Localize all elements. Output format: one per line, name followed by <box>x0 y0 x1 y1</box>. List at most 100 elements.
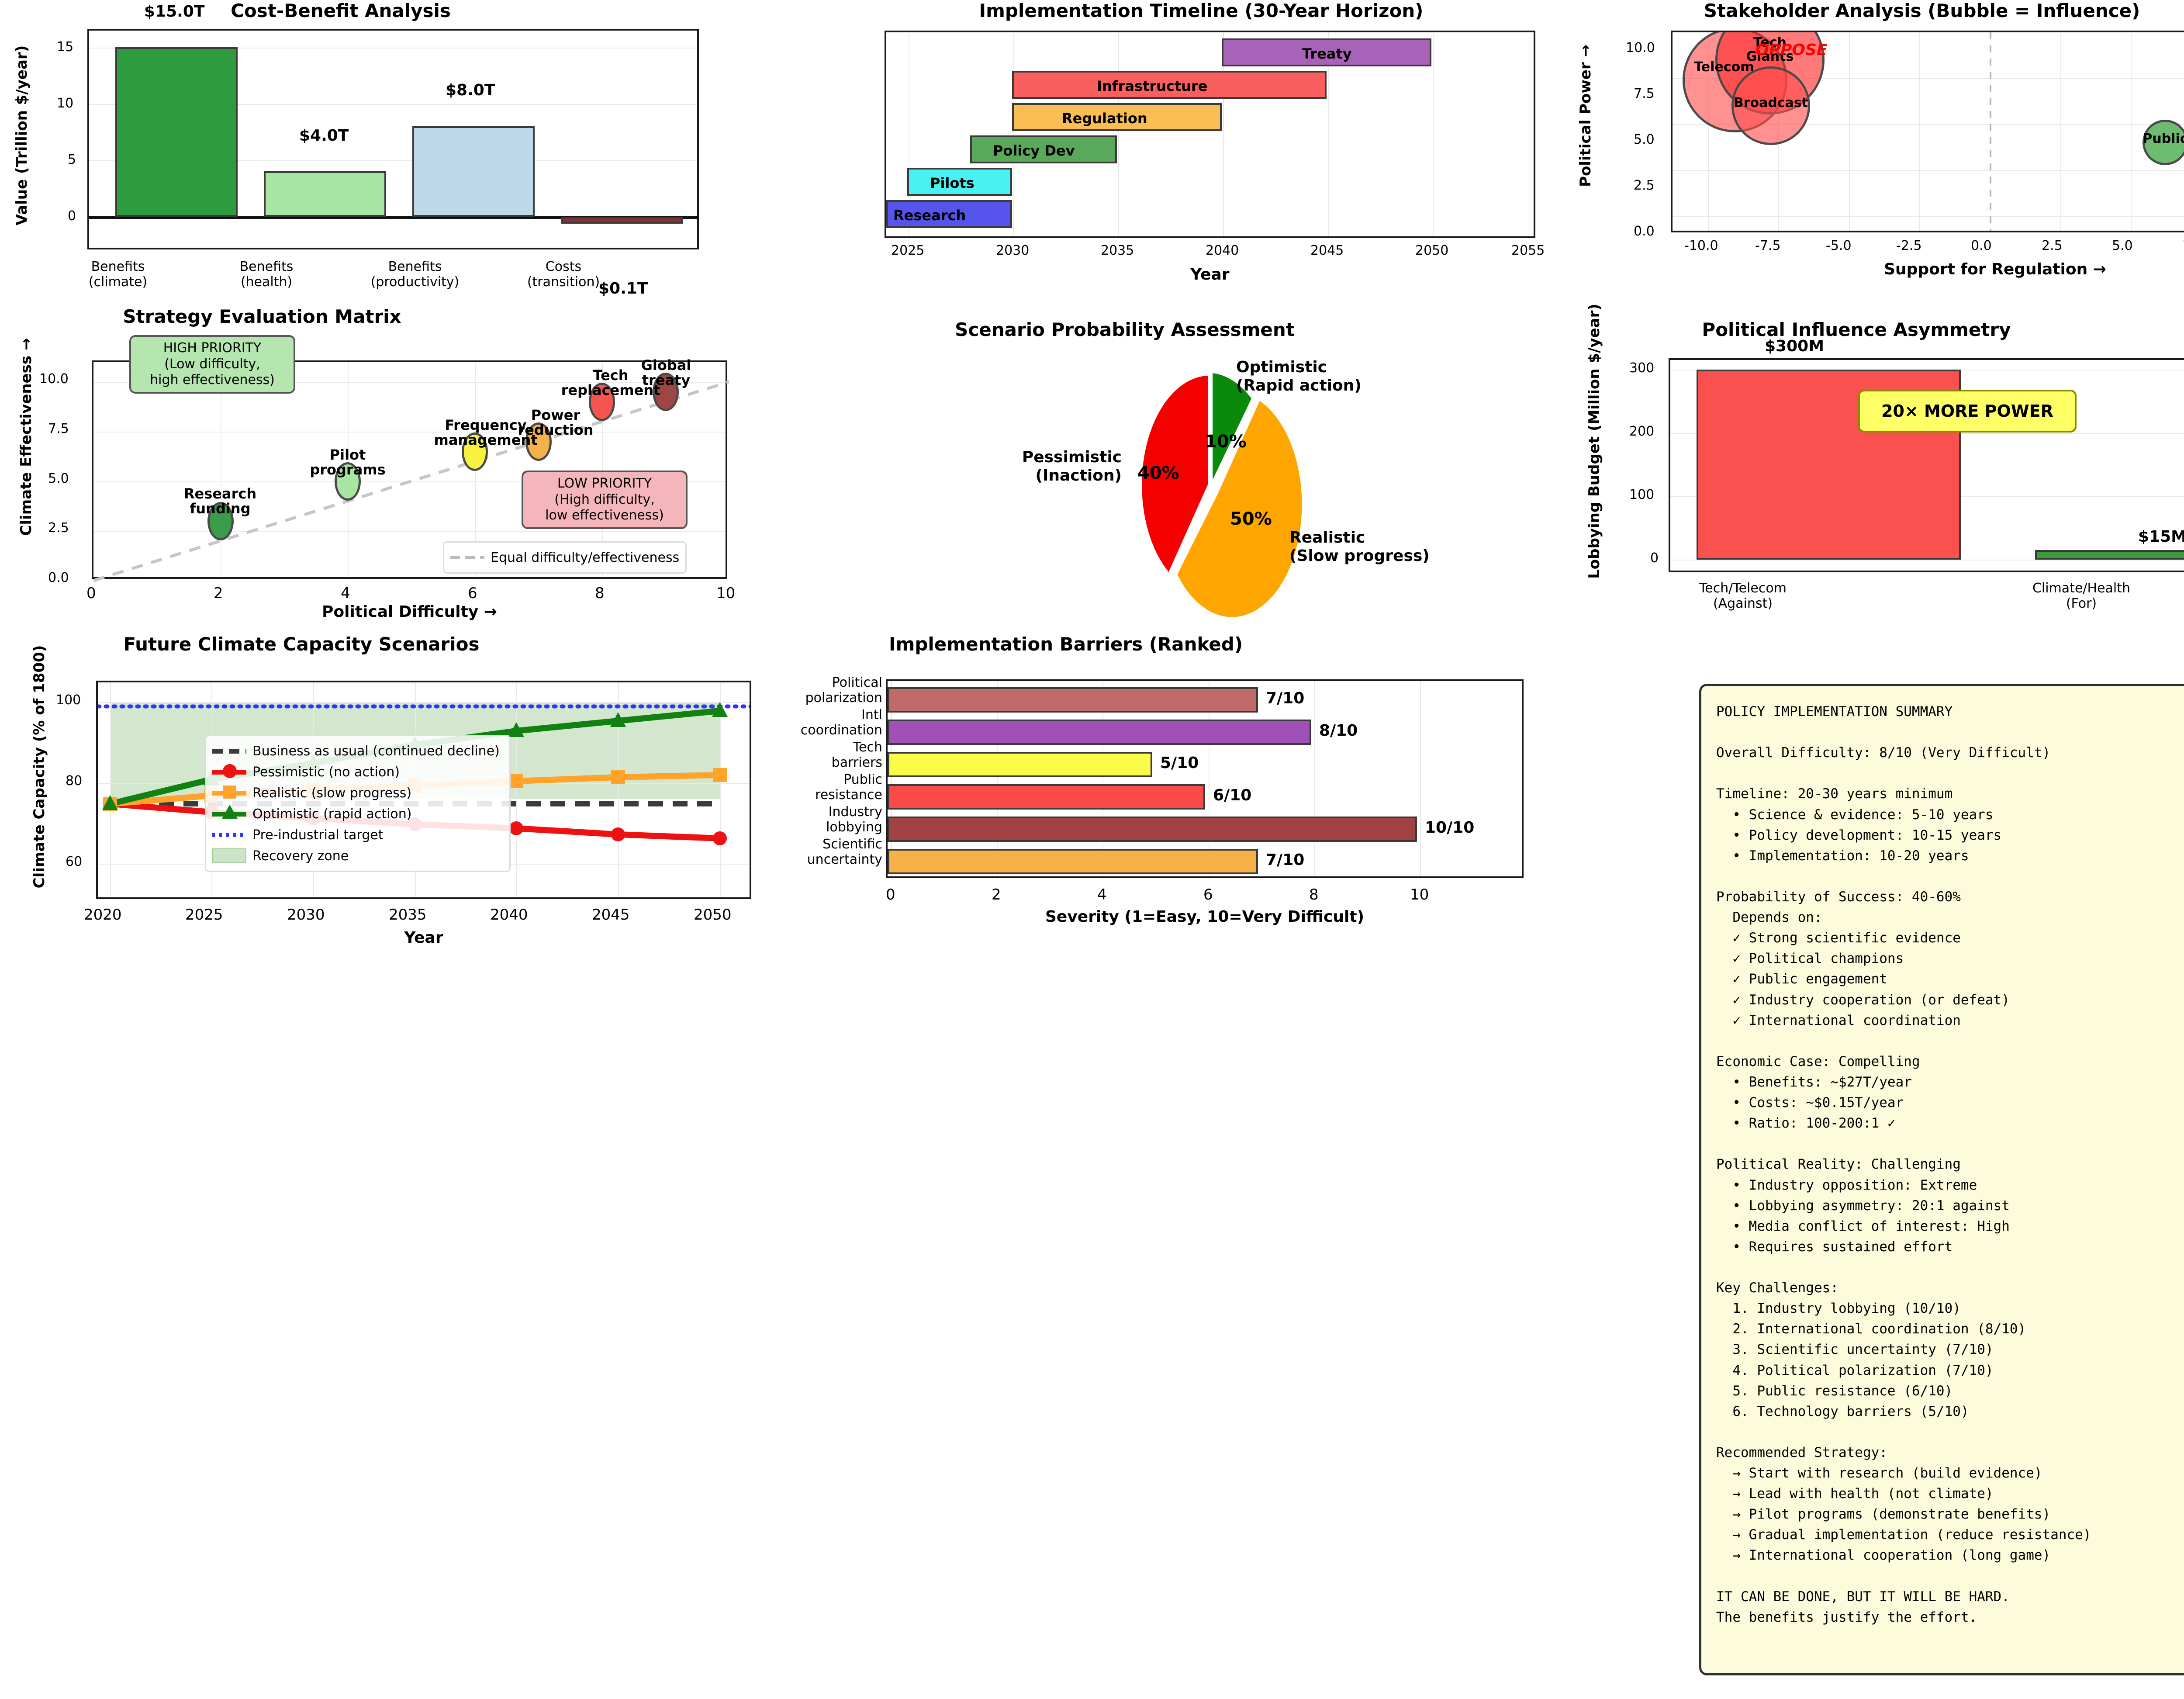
xtick: 0 <box>86 585 96 602</box>
label-line: Pilot <box>329 446 366 463</box>
gantt-label: Pilots <box>930 175 975 191</box>
annotation-high-priority: HIGH PRIORITY (Low difficulty, high effe… <box>129 335 295 394</box>
gridline <box>602 362 603 577</box>
barrier-bar-intl-coordination <box>888 720 1311 745</box>
xtick: 4 <box>341 585 350 602</box>
barrier-bar-industry-lobbying <box>888 817 1417 842</box>
bubble-label-telecom: Telecom <box>1694 59 1754 75</box>
label-line: (Slow progress) <box>1289 547 1430 565</box>
legend-row-recovery-zone: Recovery zone <box>212 845 503 866</box>
gridline <box>1673 170 2184 171</box>
xtick: 2045 <box>592 906 630 924</box>
cat-line: (productivity) <box>370 274 460 290</box>
barrier-bar-public-resistance <box>888 784 1205 810</box>
gridline <box>2131 32 2132 231</box>
cat-line: (For) <box>2066 595 2097 611</box>
strategy-ylabel: Climate Effectiveness → <box>17 338 35 536</box>
legend-row-realistic: Realistic (slow progress) <box>212 782 503 803</box>
xtick: 2030 <box>287 906 325 924</box>
barrier-bar-tech-barriers <box>888 752 1152 777</box>
pie-pct-optimistic: 10% <box>1205 432 1247 452</box>
ytick: 2.5 <box>48 520 69 536</box>
gridline <box>1118 32 1119 236</box>
pie-slice-realistic <box>1176 398 1303 619</box>
gridline <box>997 681 998 876</box>
xtick: 10 <box>1410 886 1429 903</box>
barrier-value-4: 10/10 <box>1425 819 1475 837</box>
point-tech-replacement <box>589 383 615 421</box>
stakeholder-ylabel: Political Power → <box>1577 45 1594 187</box>
anno-line: LOW PRIORITY <box>557 476 652 491</box>
cat-line: (Against) <box>1713 595 1773 611</box>
strategy-plot: Research funding Pilot programs Frequenc… <box>92 335 730 582</box>
anno-line: HIGH PRIORITY <box>163 340 262 356</box>
point-label-global-treaty: Global treaty <box>612 358 721 388</box>
legend-label: Recovery zone <box>252 848 349 864</box>
ytick: 0.0 <box>1634 224 1655 239</box>
bar-benefits-health <box>264 171 386 217</box>
xtick: -7.5 <box>1755 238 1781 253</box>
label-line: Power <box>531 407 581 423</box>
gridline <box>93 382 726 383</box>
gantt-label: Infrastructure <box>1097 78 1208 94</box>
xtick-label: Tech/Telecom (Against) <box>1642 581 1843 611</box>
xtick: 10 <box>716 585 736 602</box>
point-label-power-reduction: Power reduction <box>490 408 621 437</box>
lobbying-value-1: $15M <box>2138 528 2184 546</box>
xtick: 0 <box>886 886 895 903</box>
anno-line: (Low difficulty, <box>164 356 260 372</box>
xtick: 2020 <box>84 906 122 924</box>
label-line: programs <box>310 461 386 478</box>
lobbying-value-0: $300M <box>1765 337 1825 355</box>
legend-row-pre-industrial-target: Pre-industrial target <box>212 824 503 845</box>
cat-line: Tech <box>853 740 882 755</box>
label-line: (Rapid action) <box>1236 377 1362 395</box>
ytick: 10.0 <box>39 371 69 387</box>
zero-divider-line <box>1990 32 1991 231</box>
label-line: reduction <box>518 421 594 438</box>
panel-stakeholder-analysis: Stakeholder Analysis (Bubble = Influence… <box>1551 0 2184 306</box>
capacity-title: Future Climate Capacity Scenarios <box>123 633 480 655</box>
capacity-plot: Business as usual (continued decline) Pe… <box>96 681 751 899</box>
policy-implementation-summary-panel: POLICY IMPLEMENTATION SUMMARY Overall Di… <box>1699 684 2184 1675</box>
ytick-label-tech-barriers: Tech barriers <box>782 740 882 770</box>
pie-pct-pessimistic: 40% <box>1137 463 1179 483</box>
barriers-plot <box>886 679 1524 878</box>
gridline <box>1673 124 2184 125</box>
ytick: 7.5 <box>48 421 69 436</box>
gridline <box>89 104 697 105</box>
bar-benefits-climate <box>115 47 238 217</box>
cat-line: Benefits <box>239 259 294 274</box>
ytick: 5.0 <box>1634 132 1655 147</box>
gridline <box>618 682 619 897</box>
gridline <box>516 682 517 897</box>
strategy-title: Strategy Evaluation Matrix <box>123 306 401 327</box>
cat-line: barriers <box>831 754 882 770</box>
equal-difficulty-line <box>93 380 730 582</box>
gantt-label: Regulation <box>1062 110 1147 127</box>
cat-line: (transition) <box>527 274 600 290</box>
label-line: Research <box>183 485 257 502</box>
barrier-value-0: 7/10 <box>1266 689 1305 707</box>
ytick: 80 <box>66 773 83 789</box>
annotation-20x-more-power: 20× MORE POWER <box>1858 390 2077 433</box>
point-label-tech-replacement: Tech replacement <box>545 368 676 398</box>
gridline <box>1433 32 1434 236</box>
legend-label: Equal difficulty/effectiveness <box>491 550 680 565</box>
point-research-funding <box>207 502 234 540</box>
barrier-bar-political-polarization <box>888 687 1258 713</box>
anno-line: low effectiveness) <box>545 508 664 523</box>
gridline <box>89 160 697 161</box>
xtick: 2045 <box>1310 243 1344 258</box>
label-line: treaty <box>642 371 691 388</box>
cost-benefit-value-2: $8.0T <box>446 81 495 99</box>
capacity-legend: Business as usual (continued decline) Pe… <box>205 735 511 872</box>
bar-costs-transition <box>561 217 683 224</box>
bubble-label-tech-giants: Tech Giants <box>1728 36 1811 63</box>
cat-line: uncertainty <box>807 851 882 867</box>
zone-label-oppose: OPPOSE <box>1755 41 1828 59</box>
panel-capacity-scenarios: Future Climate Capacity Scenarios Climat… <box>0 633 786 965</box>
ytick-label-intl-coordination: Intl coordination <box>782 707 882 738</box>
gantt-bar-policy-dev: Policy Dev <box>970 135 1117 163</box>
ytick: 100 <box>56 692 81 708</box>
